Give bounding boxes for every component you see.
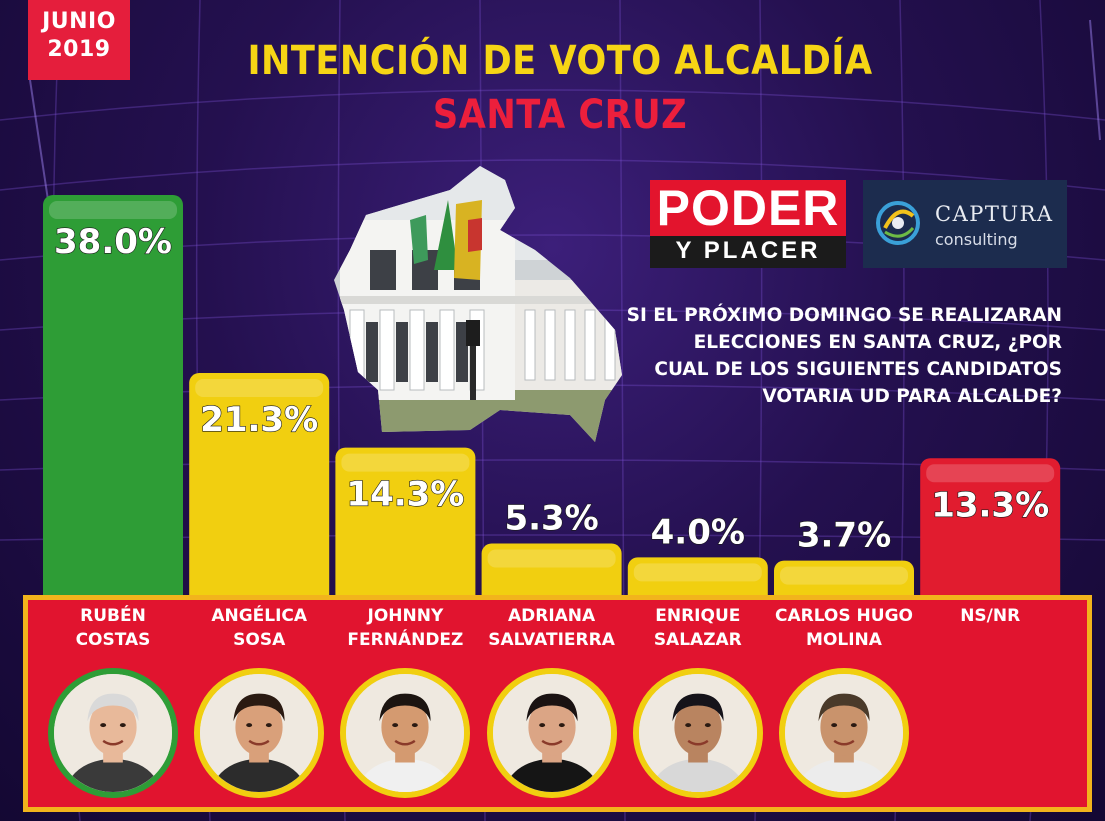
candidate-photo-5: [632, 668, 763, 798]
candidate-photo-3: [340, 668, 471, 798]
candidate-name-5: ENRIQUE SALAZAR: [628, 604, 768, 652]
poder-logo-text: PODER: [650, 180, 846, 236]
bar-value-label-1: 38.0%: [54, 222, 172, 262]
date-year: 2019: [47, 37, 111, 62]
bar-4: [481, 543, 622, 610]
candidate-name-line1: RUBÉN: [80, 606, 146, 626]
date-month: JUNIO: [42, 9, 116, 34]
captura-mark-icon: [876, 201, 920, 245]
bar-highlight-2: [195, 378, 324, 397]
candidate-name-line2: SOSA: [233, 630, 286, 650]
chart-title: INTENCIÓN DE VOTO ALCALDÍA: [247, 38, 873, 84]
candidate-name-line2: MOLINA: [806, 630, 882, 650]
person-silhouette-icon: [346, 674, 465, 792]
bar-highlight-7: [926, 464, 1055, 483]
candidate-name-line1: ENRIQUE: [655, 606, 741, 626]
captura-consulting-logo: CAPTURA consulting: [863, 180, 1067, 268]
santa-cruz-map-photo: [334, 166, 622, 442]
candidate-name-3: JOHNNY FERNÁNDEZ: [335, 604, 475, 652]
candidate-name-line1: ANGÉLICA: [211, 606, 308, 626]
bar-value-label-3: 14.3%: [346, 475, 464, 515]
person-silhouette-icon: [785, 674, 903, 792]
bar-2: [189, 372, 330, 610]
candidate-name-line2: COSTAS: [75, 630, 151, 650]
candidate-name-line1: ADRIANA: [507, 606, 596, 626]
candidate-name-7: NS/NR: [920, 604, 1060, 628]
candidate-name-6: CARLOS HUGO MOLINA: [774, 604, 914, 652]
captura-logo-text: CAPTURA: [935, 202, 1054, 226]
candidate-name-line2: FERNÁNDEZ: [347, 630, 464, 650]
person-silhouette-icon: [200, 674, 319, 792]
bar-7: [920, 458, 1061, 610]
candidate-name-line1: JOHNNY: [367, 606, 444, 626]
person-silhouette-icon: [638, 674, 757, 792]
bar-highlight-5: [633, 563, 762, 582]
question-line-4: VOTARIA UD PARA ALCALDE?: [762, 386, 1062, 407]
chart-subtitle: SANTA CRUZ: [432, 92, 688, 138]
candidate-name-line2: SALAZAR: [653, 630, 742, 650]
candidate-photo-6: [779, 668, 909, 798]
question-line-2: ELECCIONES EN SANTA CRUZ, ¿POR: [693, 332, 1062, 353]
question-line-3: CUAL DE LOS SIGUIENTES CANDIDATOS: [654, 359, 1062, 380]
candidate-name-4: ADRIANA SALVATIERRA: [482, 604, 622, 652]
person-silhouette-icon: [54, 674, 172, 792]
candidate-photo-4: [486, 668, 617, 798]
date-badge: JUNIO 2019: [28, 0, 130, 80]
candidate-name-line1: CARLOS HUGO: [774, 606, 913, 626]
person-silhouette-icon: [492, 674, 611, 792]
question-line-1: SI EL PRÓXIMO DOMINGO SE REALIZARAN: [626, 305, 1062, 326]
bar-3: [335, 447, 476, 610]
candidate-photo-1: [48, 668, 178, 798]
candidate-name-line1: NS/NR: [960, 606, 1021, 626]
candidate-name-2: ANGÉLICA SOSA: [189, 604, 329, 652]
bar-value-label-2: 21.3%: [200, 400, 318, 440]
candidate-photo-2: [194, 668, 325, 798]
consulting-logo-text: consulting: [935, 230, 1018, 249]
bar-value-label-7: 13.3%: [931, 485, 1049, 525]
bar-highlight-1: [49, 201, 177, 219]
candidate-name-line2: SALVATIERRA: [488, 630, 615, 650]
poder-y-placer-logo: PODER Y PLACER: [650, 180, 846, 268]
candidate-name-1: RUBÉN COSTAS: [43, 604, 183, 652]
bar-highlight-6: [780, 566, 908, 585]
bar-value-label-6: 3.7%: [797, 516, 891, 556]
bar-value-label-5: 4.0%: [651, 512, 745, 552]
bar-highlight-3: [341, 453, 470, 472]
bar-value-label-4: 5.3%: [504, 499, 598, 539]
y-placer-logo-text: Y PLACER: [675, 237, 821, 264]
bar-highlight-4: [487, 549, 616, 568]
survey-question: SI EL PRÓXIMO DOMINGO SE REALIZARAN ELEC…: [620, 302, 1062, 410]
bar-1: [43, 195, 183, 610]
